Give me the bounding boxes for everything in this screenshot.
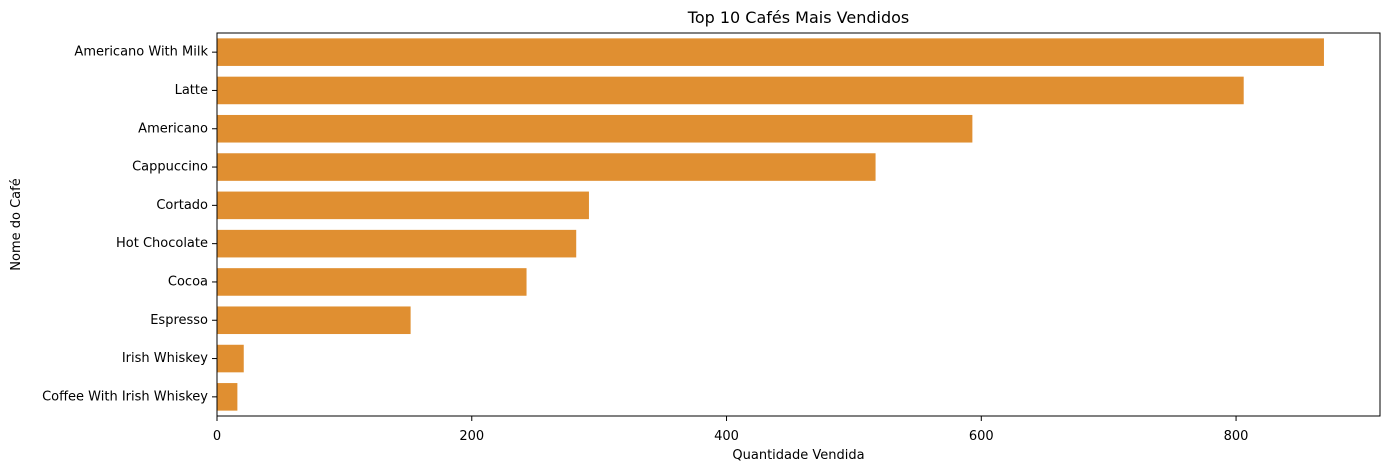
- bar: [217, 268, 527, 296]
- x-tick-label: 800: [1224, 429, 1249, 444]
- bar: [217, 153, 876, 181]
- y-tick-label: Irish Whiskey: [122, 351, 208, 366]
- x-tick-label: 0: [213, 429, 221, 444]
- plot-area-frame: [216, 32, 1381, 417]
- x-tick-label: 600: [969, 429, 994, 444]
- bar: [217, 191, 589, 220]
- y-tick-label: Americano: [138, 121, 208, 136]
- bar: [217, 114, 973, 143]
- y-tick-label: Espresso: [150, 313, 208, 328]
- y-tick-label: Cocoa: [168, 274, 208, 289]
- y-tick-label: Latte: [175, 83, 208, 98]
- x-tick-label: 200: [459, 429, 484, 444]
- y-tick-label: Cappuccino: [132, 160, 208, 175]
- y-tick-label: Coffee With Irish Whiskey: [42, 389, 208, 404]
- bar: [217, 229, 577, 258]
- y-tick-label: Americano With Milk: [74, 45, 208, 60]
- y-tick-label: Cortado: [156, 198, 208, 213]
- x-tick-label: 400: [714, 429, 739, 444]
- y-tick-label: Hot Chocolate: [116, 236, 208, 251]
- y-axis-ticks: Americano With Milk Latte Americano Cappucc…: [42, 45, 217, 404]
- x-axis-ticks: 0 200 400 600 800: [213, 416, 1249, 444]
- chart-title: Top 10 Cafés Mais Vendidos: [687, 8, 909, 27]
- bar: [217, 38, 1324, 66]
- bar: [217, 306, 411, 335]
- bars-group: [217, 38, 1324, 411]
- bar: [217, 344, 244, 373]
- x-axis-label: Quantidade Vendida: [732, 448, 864, 463]
- y-axis-label: Nome do Café: [9, 178, 24, 270]
- bar: [217, 383, 238, 411]
- bar: [217, 76, 1244, 105]
